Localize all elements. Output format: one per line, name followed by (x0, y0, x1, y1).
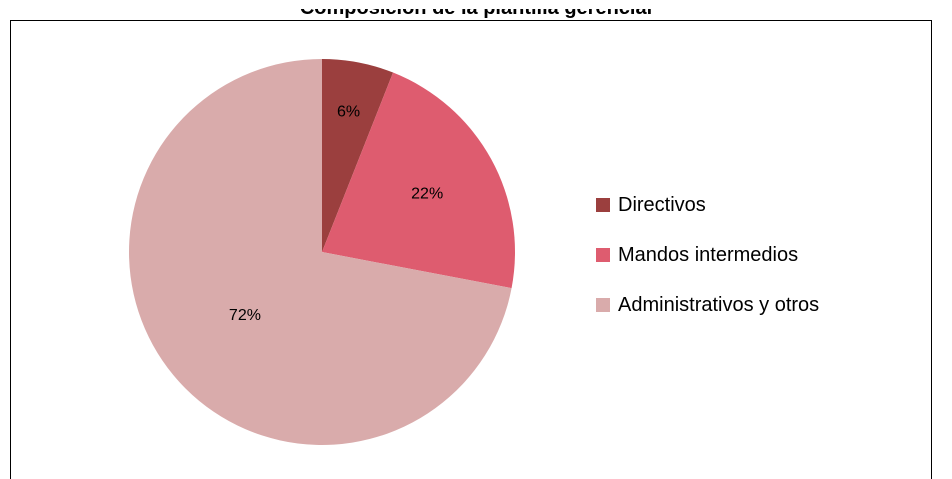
pie-data-label: 6% (337, 104, 360, 121)
pie-slices (128, 59, 515, 445)
pie-slice-mandos-intermedios (322, 72, 515, 289)
legend-swatch-directivos (596, 198, 610, 212)
legend-label-administrativos: Administrativos y otros (618, 293, 820, 316)
pie-labels: 6% 22% 72% (229, 104, 443, 324)
legend-label-directivos: Directivos (618, 193, 706, 216)
pie-slice-directivos (322, 59, 394, 252)
pie-data-label: 72% (229, 307, 261, 324)
legend-swatch-administrativos (596, 298, 610, 312)
pie-data-label: 22% (411, 185, 443, 202)
legend-item-directivos: Directivos (596, 192, 819, 218)
legend-label-mandos-intermedios: Mandos intermedios (618, 243, 799, 266)
legend-item-mandos-intermedios: Mandos intermedios (596, 242, 819, 268)
legend: Directivos Mandos intermedios Administra… (596, 192, 819, 342)
pie-slice-administrativos-y-otros (128, 59, 512, 445)
chart-title: Composición de la plantilla gerencial (299, 0, 653, 19)
legend-swatch-mandos-intermedios (596, 248, 610, 262)
legend-item-administrativos: Administrativos y otros (596, 292, 819, 318)
